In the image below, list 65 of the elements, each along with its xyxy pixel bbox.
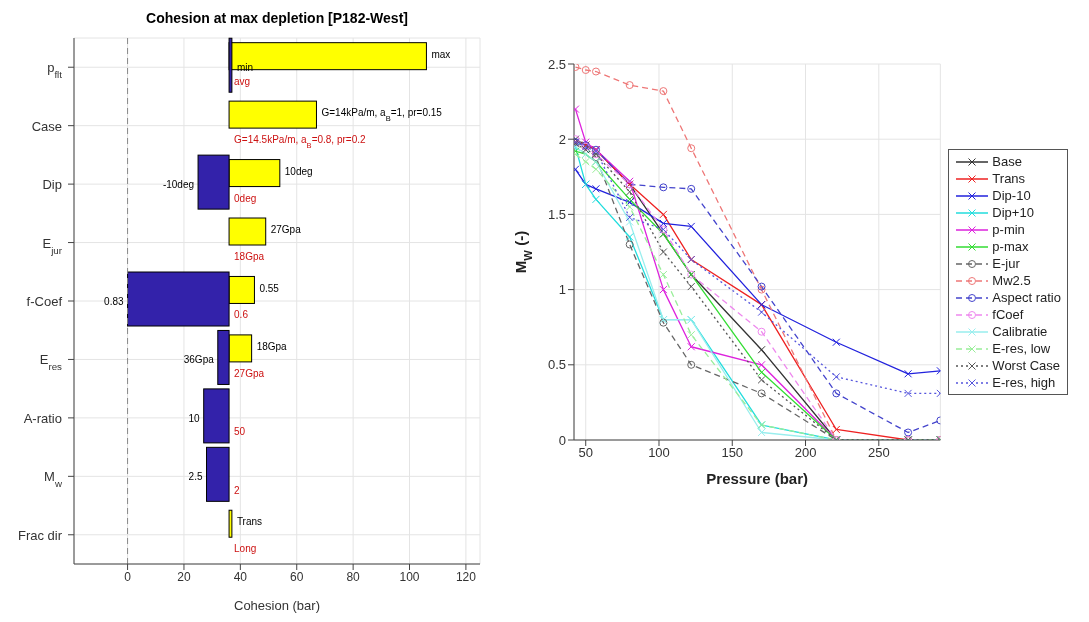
x-axis-title: Cohesion (bar) [234,598,320,613]
y-tick-label: A-ratio [23,410,62,426]
x-tick-label: 100 [399,569,420,584]
annotation: 18Gpa [256,341,288,352]
legend-label: Dip+10 [992,205,1034,220]
y-tick-label: 0.5 [547,357,566,373]
y-tick-label: 0 [558,432,566,448]
annotation: 0deg [234,192,257,204]
annotation: 10deg [284,165,313,177]
y-tick-label: E$_{jur}$ [42,235,63,256]
annotation: 2.5 [188,471,203,483]
y-tick-label: f-Coef [26,294,63,309]
legend-label: Dip-10 [992,188,1031,203]
y-tick-label: 1.5 [547,207,566,223]
legend-label: p-max [992,239,1029,254]
annotation: 0.6 [234,309,249,321]
y-tick-label: Dip [42,177,62,193]
y-tick-label: 1 [558,282,566,298]
y-tick-label: 2 [558,131,566,147]
x-tick-label: 20 [177,569,191,584]
annotation: 27Gpa [270,224,302,236]
y-tick-label: 2.5 [547,56,566,72]
annotation: G=14.5kPa/m, a$_{B}$=0.8, pr=0.2 [234,134,366,150]
annotation: -10deg [162,179,195,191]
y-tick-label: M$_{w}$ [44,469,63,489]
x-tick-label: 50 [578,445,593,461]
annotation: 27Gpa [234,367,265,379]
legend-label: E-res, low [992,341,1051,356]
chart-title: Cohesion at max depletion [P182-West] [145,10,409,26]
annotation: G=14kPa/m, a$_{B}$=1, pr=0.15 [321,107,443,123]
x-tick-label: 100 [648,445,670,461]
x-tick-label: 250 [867,445,890,461]
legend-label: p-min [992,222,1025,237]
annotation: 0.83 [104,296,124,307]
legend-label: Trans [992,171,1026,186]
annotation: Trans [236,516,263,528]
legend-label: Base [992,154,1022,169]
x-axis-title: Pressure (bar) [706,470,809,487]
legend-label: Mw2.5 [992,273,1031,288]
legend-label: Aspect ratio [992,290,1061,305]
annotation: avg [234,75,251,87]
legend-label: E-res, high [992,375,1056,390]
annotation: 10 [188,412,201,424]
annotation: 2 [234,484,241,496]
y-tick-label: p$_{flt}$ [47,60,63,80]
x-tick-label: 200 [794,445,817,461]
x-tick-label: 150 [721,445,744,461]
x-tick-label: 60 [290,569,304,584]
annotation: 50 [234,426,246,438]
annotation: max [431,48,451,60]
annotation: Long [234,543,257,555]
legend-label: Calibratie [992,324,1048,339]
annotation: 0.55 [259,282,280,294]
legend-label: Worst Case [992,358,1061,373]
x-tick-label: 0 [124,569,132,584]
x-tick-label: 80 [346,569,361,584]
annotation: 18Gpa [234,251,265,262]
legend-label: E-jur [992,256,1020,271]
legend-label: fCoef [992,307,1024,322]
x-tick-label: 40 [233,569,248,584]
y-tick-label: E$_{res}$ [39,352,63,372]
y-tick-label: Frac dir [17,527,63,543]
annotation: 36Gpa [183,354,215,366]
x-tick-label: 120 [455,569,477,584]
y-tick-label: Case [31,118,62,134]
